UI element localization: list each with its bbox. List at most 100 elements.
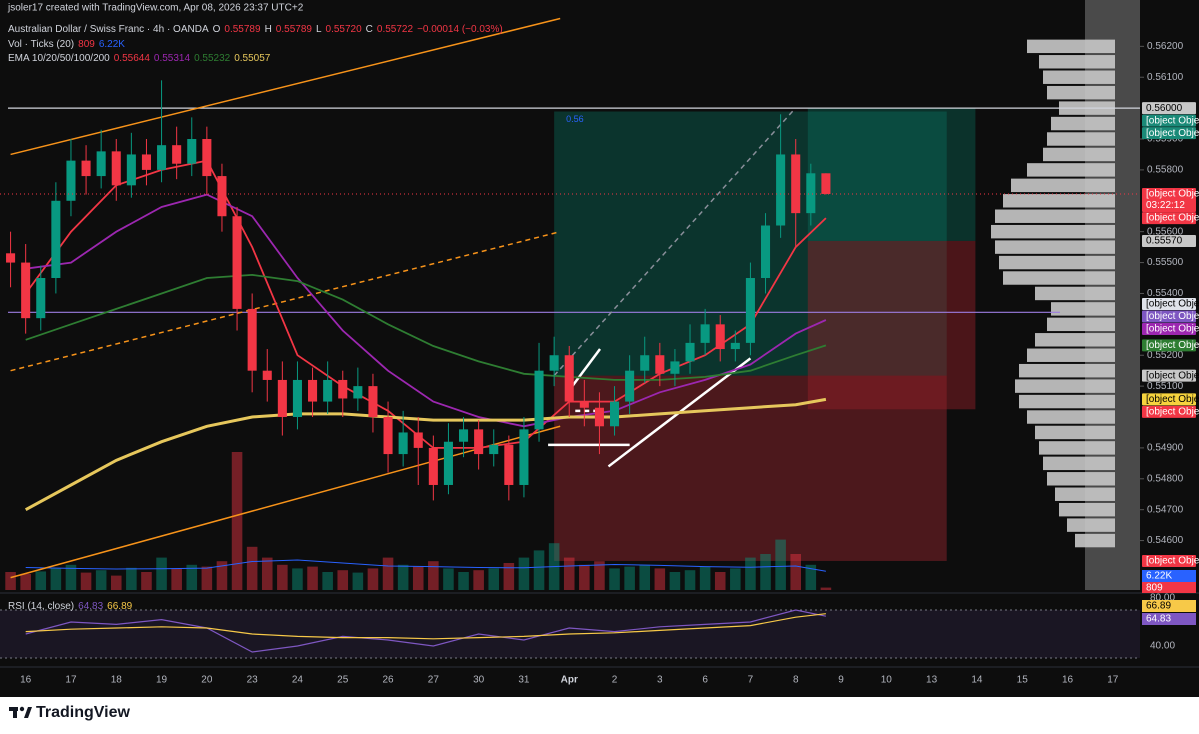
price-badge xyxy=(1142,369,1196,382)
volume-bar xyxy=(337,570,349,590)
volume-badge xyxy=(1142,570,1196,582)
volume-bar xyxy=(352,572,364,590)
candle-body xyxy=(383,417,393,455)
candle-body xyxy=(141,154,151,170)
x-tick-label: 31 xyxy=(518,675,530,686)
x-tick-label: 15 xyxy=(1017,675,1029,686)
profile-bar xyxy=(1035,333,1115,347)
volume-bar xyxy=(412,566,424,590)
candle-body xyxy=(564,355,574,402)
candle-body xyxy=(534,370,544,430)
x-tick-label: 6 xyxy=(702,675,708,686)
candle-body xyxy=(730,342,740,350)
candle-body xyxy=(66,160,76,201)
candle-body xyxy=(715,324,725,350)
legend-item: 64.83 xyxy=(78,601,103,612)
profile-bar xyxy=(1051,302,1115,316)
legend-item: 0.55314 xyxy=(154,53,191,64)
x-tick-label: 13 xyxy=(926,675,938,686)
candle-body xyxy=(308,379,318,402)
profile-bar xyxy=(1055,487,1115,501)
candle-body xyxy=(172,145,182,164)
candle-body xyxy=(504,444,514,485)
candle-body xyxy=(51,200,61,279)
background xyxy=(0,0,1199,697)
volume-bar xyxy=(397,564,409,590)
legend-item: 0.55789 xyxy=(276,24,313,35)
price-badge xyxy=(1142,405,1196,418)
volume-bar xyxy=(775,539,786,590)
volume-badge-label: 6.22K xyxy=(1146,571,1172,582)
logo-icon xyxy=(9,706,32,718)
profile-bar xyxy=(1047,472,1115,486)
legend-item: RSI (14, close) xyxy=(8,601,74,612)
legend-item: 0.55789 xyxy=(224,24,261,35)
volume-bar xyxy=(533,550,545,590)
legend-item: Australian Dollar / Swiss Franc · 4h · O… xyxy=(8,24,209,35)
legend-item: 66.89 xyxy=(107,601,132,612)
x-tick-label: 14 xyxy=(971,675,983,686)
y-tick-label: 0.55500 xyxy=(1147,257,1184,268)
volume-bar xyxy=(231,452,243,590)
position-label: 0.56 xyxy=(566,114,584,124)
volume-bar xyxy=(684,570,696,590)
candle-body xyxy=(277,379,287,418)
candle-body xyxy=(443,441,453,485)
candle-body xyxy=(760,225,771,279)
candle-body xyxy=(6,253,16,263)
axes: 0.562000.561000.559000.558000.556000.555… xyxy=(20,0,1199,686)
credit: jsoler17 created with TradingView.com, A… xyxy=(7,3,304,14)
profile-bar xyxy=(991,224,1115,239)
legend-item: −0.00014 (−0.03%) xyxy=(417,24,503,35)
legend: EMA 10/20/50/100/200 0.55644 0.55314 0.5523… xyxy=(8,53,271,64)
x-tick-label: 3 xyxy=(657,675,663,686)
volume-bar xyxy=(171,568,182,590)
y-tick-label: 0.54600 xyxy=(1147,535,1184,546)
y-tick-label: 0.55400 xyxy=(1147,288,1184,299)
rsi-pane xyxy=(0,609,1140,659)
volume-bar xyxy=(714,572,726,590)
volume-badge-label: 809 xyxy=(1146,583,1163,594)
candle-body xyxy=(187,139,197,164)
x-tick-label: 7 xyxy=(748,675,754,686)
candle-body xyxy=(323,379,333,402)
price-badge xyxy=(1142,310,1196,323)
price-badge-label: [object Object] xyxy=(1146,407,1199,418)
candle-body xyxy=(670,361,680,374)
rsi-badge-label: 64.83 xyxy=(1146,614,1171,625)
volume-bar xyxy=(790,554,802,590)
candle-body xyxy=(21,262,31,319)
price-badge-label: [object Object] xyxy=(1146,311,1199,322)
profile-bar xyxy=(1019,394,1115,409)
volume-bar xyxy=(639,564,651,590)
candle-body xyxy=(81,160,91,177)
ema-line xyxy=(25,273,827,381)
y-tick-label: 0.54900 xyxy=(1147,443,1184,454)
x-tick-label: 23 xyxy=(247,675,259,686)
legend-item: 6.22K xyxy=(99,39,125,50)
candle-body xyxy=(428,447,438,485)
volume-bar xyxy=(518,557,530,590)
x-tick-label: 16 xyxy=(20,675,32,686)
rsi-badge xyxy=(1142,613,1196,625)
profile-bar xyxy=(1035,286,1115,301)
x-tick-label: 18 xyxy=(111,675,123,686)
y-tick-label: 0.55600 xyxy=(1147,226,1184,237)
volume-bar xyxy=(20,573,31,590)
price-badge-label: [object Object] xyxy=(1146,115,1199,126)
price-badge-label: [object Object] xyxy=(1146,189,1199,200)
volume-bar xyxy=(322,572,333,590)
candle-body xyxy=(791,154,801,214)
price-badge xyxy=(1142,127,1196,140)
candle-body xyxy=(776,154,786,226)
price-badge xyxy=(1142,339,1196,352)
candle-body xyxy=(549,355,559,371)
legend-item: 0.55057 xyxy=(234,53,271,64)
x-tick-label: 10 xyxy=(881,675,893,686)
legend: Australian Dollar / Swiss Franc · 4h · O… xyxy=(8,24,503,35)
profile-bar xyxy=(999,255,1115,270)
profile-bar xyxy=(1047,85,1115,100)
y-tick-label: 0.56200 xyxy=(1147,41,1184,52)
profile-bar xyxy=(1047,132,1115,146)
